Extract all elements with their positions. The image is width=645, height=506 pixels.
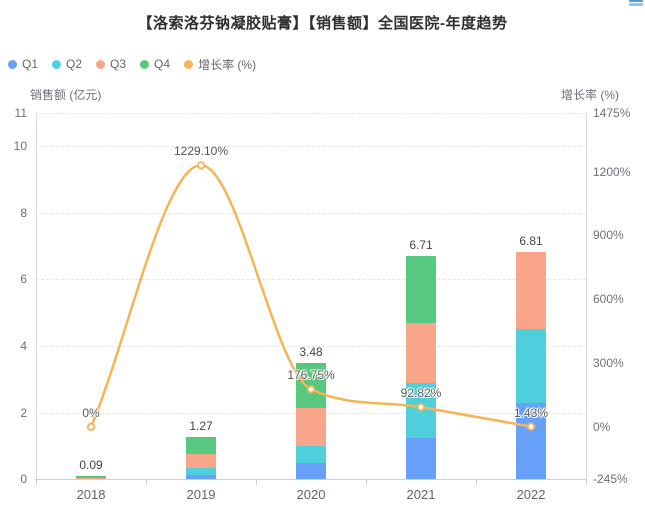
legend-item-q3[interactable]: Q3 xyxy=(96,57,126,71)
left-axis-name: 销售额 (亿元) xyxy=(30,88,102,102)
legend-marker-icon xyxy=(140,59,150,69)
left-axis-tick-label: 8 xyxy=(20,205,27,220)
left-axis-line xyxy=(36,113,37,479)
x-axis-tick xyxy=(586,480,587,485)
bar-segment-q4-2021[interactable] xyxy=(406,255,436,323)
growth-value-label: 176.75% xyxy=(287,368,335,383)
plot-area: 11 10 8 6 4 2 0 1475% 1200% 900% 600% 300% 0% -245% 20… xyxy=(14,106,631,502)
gridline xyxy=(36,113,586,114)
x-axis-label: 2019 xyxy=(186,487,216,502)
chart-title: 【洛索洛芬钠凝胶贴膏】【销售额】全国医院-年度趋势 xyxy=(137,15,508,32)
x-axis-label: 2020 xyxy=(296,487,326,502)
bar-segment-q2-2019[interactable] xyxy=(186,468,216,475)
left-axis-tick-label: 6 xyxy=(20,272,27,287)
bar-segment-q3-2019[interactable] xyxy=(186,454,216,469)
legend-item-q1[interactable]: Q1 xyxy=(8,57,38,71)
gridline xyxy=(36,212,586,214)
legend-marker-icon xyxy=(96,59,106,69)
bar-total-label: 1.27 xyxy=(189,418,213,433)
left-axis-tick-label: 0 xyxy=(20,472,27,486)
bar-total-label: 0.09 xyxy=(79,457,103,472)
right-axis-line xyxy=(586,113,587,479)
growth-point[interactable] xyxy=(86,422,96,431)
right-axis-tick-label: 1200% xyxy=(593,164,631,179)
bar-segment-q3-2021[interactable] xyxy=(406,322,436,383)
right-axis-tick-label: 900% xyxy=(593,228,624,243)
gridline xyxy=(36,146,586,148)
bar-segment-q1-2021[interactable] xyxy=(406,438,436,479)
legend-marker-icon xyxy=(8,59,17,69)
gridline xyxy=(36,279,586,281)
legend-item-[interactable]: 增长率 (%) xyxy=(184,56,256,73)
bar-segment-q1-2019[interactable] xyxy=(186,474,216,479)
right-axis-tick-label: -245% xyxy=(593,472,628,486)
bar-segment-q3-2022[interactable] xyxy=(516,252,546,330)
right-axis-tick-label: 1475% xyxy=(593,106,631,120)
bar-segment-q4-2018[interactable] xyxy=(76,475,106,478)
x-axis-label: 2021 xyxy=(406,487,436,502)
bar-total-label: 6.81 xyxy=(519,234,543,249)
growth-value-label: 1229.10% xyxy=(173,144,229,159)
growth-value-label: 92.82% xyxy=(400,386,442,401)
right-axis-name: 增长率 (%) xyxy=(561,88,619,102)
legend-label: Q1 xyxy=(22,57,39,71)
legend: Q1 Q2 Q3 Q4 增长率 (%) xyxy=(8,56,270,73)
right-axis-tick-label: 600% xyxy=(593,292,624,307)
x-axis-label: 2022 xyxy=(516,487,546,502)
bar-segment-q4-2019[interactable] xyxy=(186,436,216,455)
toolbar-icon[interactable] xyxy=(629,0,643,7)
x-axis-line xyxy=(35,479,587,480)
x-axis-tick xyxy=(476,480,477,485)
legend-marker-icon xyxy=(52,59,62,69)
toolbar-icon-bar xyxy=(629,3,643,6)
bar-segment-q3-2018[interactable] xyxy=(76,478,106,479)
growth-value-label: 1.43% xyxy=(513,405,549,420)
x-axis-tick xyxy=(256,480,257,485)
x-axis-tick xyxy=(366,480,367,485)
growth-value-label: 0% xyxy=(82,405,100,420)
bar-total-label: 3.48 xyxy=(299,345,323,360)
left-axis-tick-label: 11 xyxy=(14,106,27,120)
left-axis-tick-label: 2 xyxy=(20,405,27,420)
legend-marker-icon xyxy=(184,59,194,69)
bar-segment-q2-2022[interactable] xyxy=(516,329,546,404)
right-axis-tick-label: 300% xyxy=(593,356,624,370)
legend-item-q2[interactable]: Q2 xyxy=(52,57,82,71)
toolbar-icon-bar xyxy=(629,0,643,2)
right-axis-tick-label: 0% xyxy=(593,419,611,434)
bar-segment-q2-2020[interactable] xyxy=(296,445,326,464)
legend-item-q4[interactable]: Q4 xyxy=(140,57,170,71)
left-axis-tick-label: 4 xyxy=(20,338,27,353)
legend-label: 增长率 (%) xyxy=(198,57,257,72)
x-axis-tick xyxy=(36,480,37,485)
x-axis-label: 2018 xyxy=(76,487,106,502)
left-axis-tick-label: 10 xyxy=(13,139,27,154)
growth-point[interactable] xyxy=(196,161,206,170)
bar-total-label: 6.71 xyxy=(409,237,433,252)
legend-label: Q3 xyxy=(110,57,127,71)
x-axis-tick xyxy=(146,480,147,485)
legend-label: Q4 xyxy=(154,57,171,71)
bar-segment-q3-2020[interactable] xyxy=(296,408,326,446)
bar-segment-q1-2020[interactable] xyxy=(296,463,326,479)
legend-label: Q2 xyxy=(66,57,83,71)
